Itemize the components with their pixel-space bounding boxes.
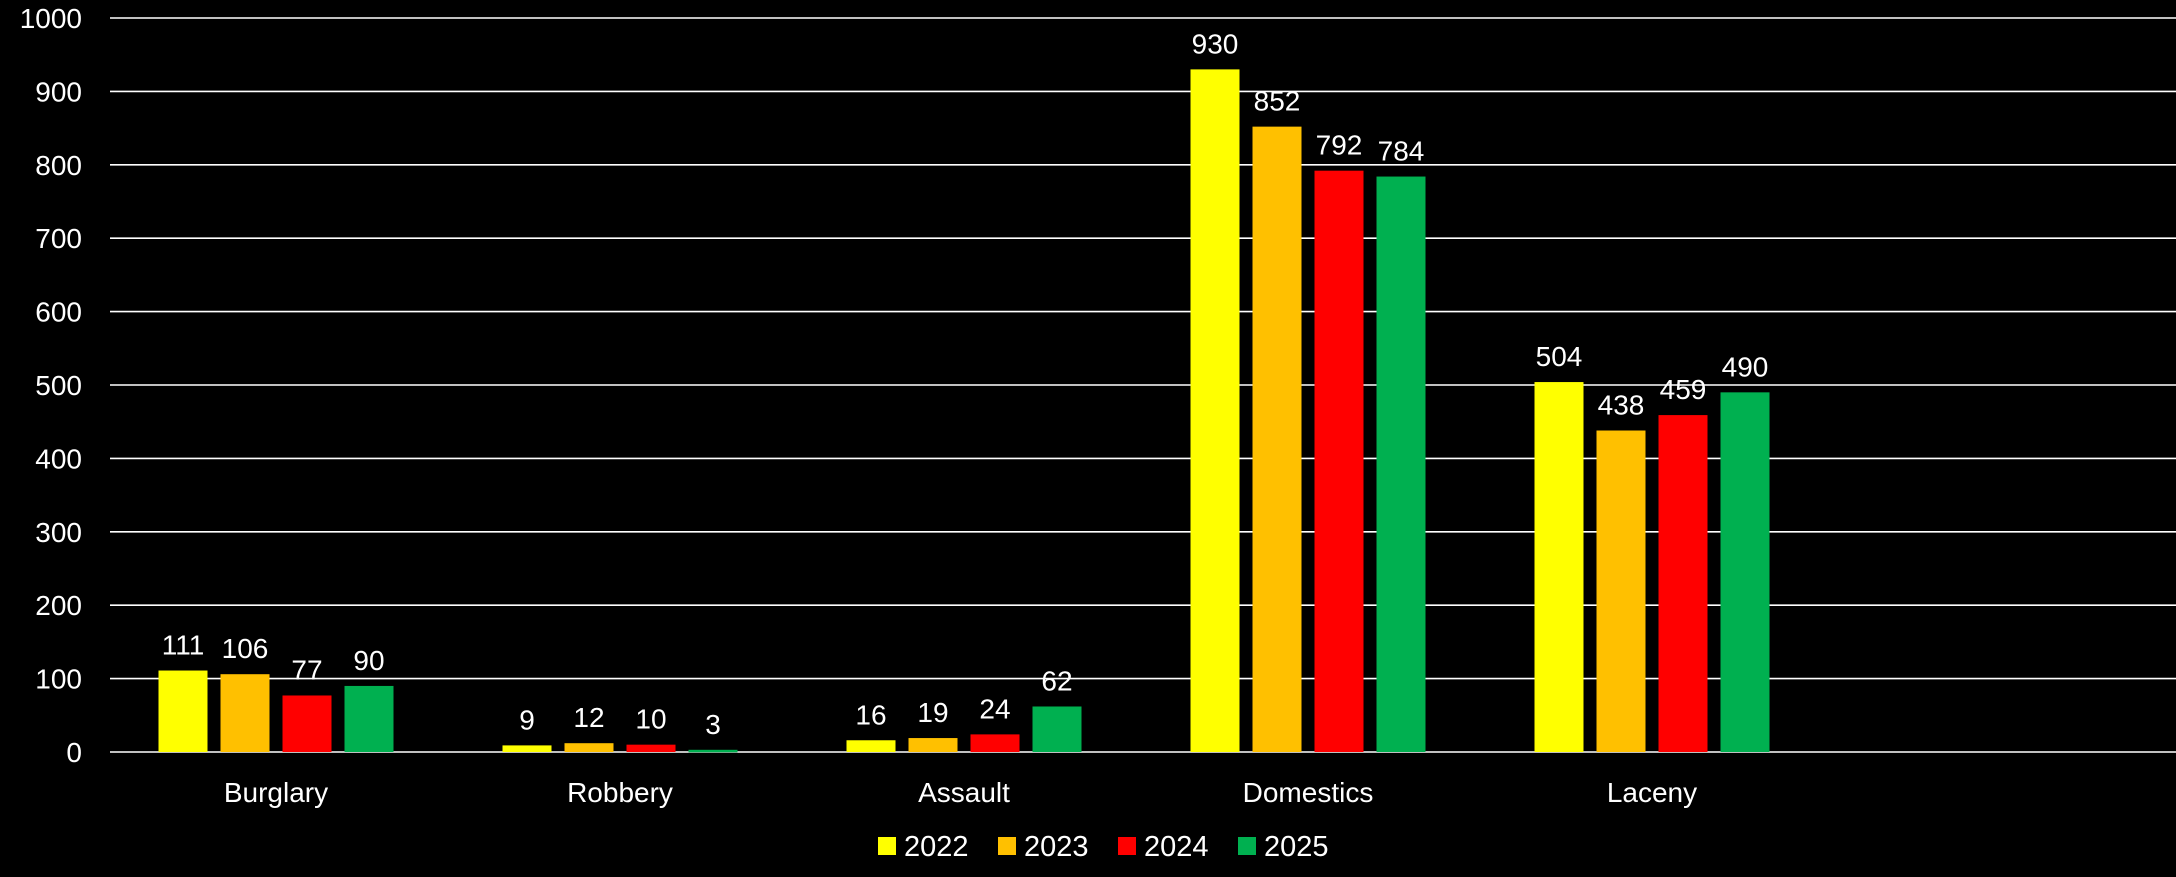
data-label-burglary-2025: 90: [353, 645, 384, 676]
data-label-laceny-2022: 504: [1536, 341, 1583, 372]
data-label-burglary-2024: 77: [291, 654, 322, 685]
y-tick-label: 100: [35, 664, 82, 695]
bar-laceny-2025: [1720, 392, 1770, 752]
legend-label-2022: 2022: [904, 831, 969, 863]
bar-burglary-2023: [220, 674, 270, 752]
bars: [158, 69, 1770, 753]
bar-laceny-2023: [1596, 430, 1646, 752]
gridlines: [110, 17, 2176, 753]
y-tick-label: 500: [35, 370, 82, 401]
bar-robbery-2023: [564, 743, 614, 752]
legend-label-2023: 2023: [1024, 831, 1089, 863]
legend-swatch-2023: [998, 837, 1016, 855]
legend-swatch-2024: [1118, 837, 1136, 855]
data-label-robbery-2022: 9: [519, 704, 535, 735]
y-tick-label: 0: [66, 737, 82, 768]
category-label-domestics: Domestics: [1243, 777, 1374, 808]
bar-assault-2025: [1032, 706, 1082, 752]
data-label-robbery-2025: 3: [705, 709, 721, 740]
data-label-assault-2024: 24: [979, 693, 1010, 724]
data-labels: 111 106 77 90 9 12 10 3 16 19 24 62 930 852 792 784 504 4…: [162, 28, 1769, 739]
data-label-assault-2023: 19: [917, 697, 948, 728]
legend-swatch-2022: [878, 837, 896, 855]
x-axis-categories: Burglary Robbery Assault Domestics Laceny: [224, 777, 1697, 808]
bar-burglary-2022: [158, 670, 208, 752]
bar-burglary-2025: [344, 685, 394, 752]
data-label-domestics-2025: 784: [1378, 136, 1425, 167]
data-label-burglary-2022: 111: [162, 630, 205, 661]
category-label-assault: Assault: [918, 777, 1010, 808]
data-label-assault-2025: 62: [1041, 665, 1072, 696]
y-tick-label: 600: [35, 297, 82, 328]
data-label-robbery-2023: 12: [573, 702, 604, 733]
data-label-burglary-2023: 106: [222, 633, 269, 664]
data-label-domestics-2022: 930: [1192, 28, 1239, 59]
data-label-robbery-2024: 10: [635, 704, 666, 735]
bar-robbery-2024: [626, 744, 676, 752]
legend: 2022 2023 2024 2025: [878, 831, 1329, 863]
bar-laceny-2022: [1534, 382, 1584, 752]
bar-assault-2024: [970, 734, 1020, 752]
legend-swatch-2025: [1238, 837, 1256, 855]
data-label-domestics-2024: 792: [1316, 130, 1363, 161]
data-label-assault-2022: 16: [855, 699, 886, 730]
bar-assault-2022: [846, 740, 896, 752]
y-tick-label: 800: [35, 150, 82, 181]
data-label-laceny-2024: 459: [1660, 374, 1707, 405]
bar-domestics-2022: [1190, 69, 1240, 752]
bar-laceny-2024: [1658, 415, 1708, 752]
bar-robbery-2022: [502, 745, 552, 752]
category-label-robbery: Robbery: [567, 777, 673, 808]
category-label-burglary: Burglary: [224, 777, 328, 808]
y-tick-label: 700: [35, 223, 82, 254]
legend-label-2024: 2024: [1144, 831, 1209, 863]
y-tick-label: 900: [35, 76, 82, 107]
data-label-laceny-2025: 490: [1722, 351, 1769, 382]
data-label-laceny-2023: 438: [1598, 390, 1645, 421]
y-tick-label: 300: [35, 517, 82, 548]
y-axis-ticks: 0 100 200 300 400 500 600 700 800 900 1000: [20, 3, 82, 768]
y-tick-label: 1000: [20, 3, 82, 34]
bar-domestics-2023: [1252, 126, 1302, 752]
bar-domestics-2025: [1376, 176, 1426, 752]
legend-label-2025: 2025: [1264, 831, 1329, 863]
bar-domestics-2024: [1314, 170, 1364, 752]
bar-assault-2023: [908, 738, 958, 752]
y-tick-label: 200: [35, 590, 82, 621]
data-label-domestics-2023: 852: [1254, 86, 1301, 117]
category-label-laceny: Laceny: [1607, 777, 1697, 808]
y-tick-label: 400: [35, 443, 82, 474]
bar-robbery-2025: [688, 749, 738, 753]
bar-burglary-2024: [282, 695, 332, 752]
